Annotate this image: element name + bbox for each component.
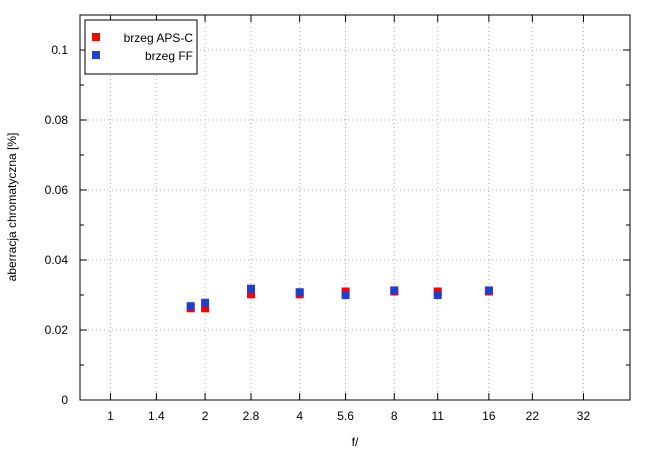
- x-axis-tick-labels: 1 1.4 2 2.8 4 5.6 8 11 16 22 32: [107, 409, 590, 423]
- y-axis-tick-labels: 0 0.02 0.04 0.06 0.08 0.1: [45, 43, 69, 407]
- x-tick-label: 4: [296, 409, 303, 423]
- data-point-series-1: [390, 286, 399, 295]
- data-point-series-0: [247, 290, 255, 299]
- data-point-series-1: [247, 284, 255, 293]
- x-axis-title: f/: [352, 435, 359, 449]
- x-tick-label: 8: [391, 409, 398, 423]
- data-point-series-1: [341, 291, 350, 299]
- x-tick-label: 2.8: [243, 409, 260, 423]
- x-tick-label: 11: [431, 409, 444, 423]
- y-tick-label: 0.06: [45, 183, 69, 197]
- legend-box: [84, 19, 198, 75]
- x-tick-label: 1: [107, 409, 114, 423]
- data-point-series-1: [201, 298, 210, 307]
- y-tick-label: 0.1: [51, 43, 68, 57]
- grid: [80, 15, 630, 400]
- data-point-series-1: [295, 288, 304, 297]
- x-tick-label: 32: [577, 409, 591, 423]
- y-tick-label: 0.02: [45, 323, 69, 337]
- y-tick-label: 0: [61, 393, 68, 407]
- x-tick-label: 2: [202, 409, 209, 423]
- data-point-series-0: [201, 304, 210, 313]
- axis-ticks: [80, 15, 630, 401]
- x-tick-label: 16: [482, 409, 496, 423]
- x-tick-label: 5.6: [337, 409, 354, 423]
- data-point-series-1: [186, 302, 195, 311]
- x-tick-label: 22: [526, 409, 540, 423]
- data-point-series-1: [433, 291, 442, 299]
- legend-label-aps-c: brzeg APS-C: [124, 31, 194, 45]
- x-tick-label: 1.4: [148, 409, 165, 423]
- legend-swatch-ff: [92, 51, 100, 59]
- y-tick-label: 0.04: [45, 253, 69, 267]
- legend-swatch-aps-c: [92, 33, 100, 41]
- plot-frame: [79, 14, 631, 401]
- legend-label-ff: brzeg FF: [145, 49, 193, 63]
- legend: brzeg APS-C brzeg FF: [84, 19, 198, 75]
- y-tick-label: 0.08: [45, 113, 69, 127]
- data-point-series-1: [484, 286, 493, 295]
- data-points: [186, 284, 493, 313]
- y-axis-title: aberracja chromatyczna [%]: [5, 133, 19, 282]
